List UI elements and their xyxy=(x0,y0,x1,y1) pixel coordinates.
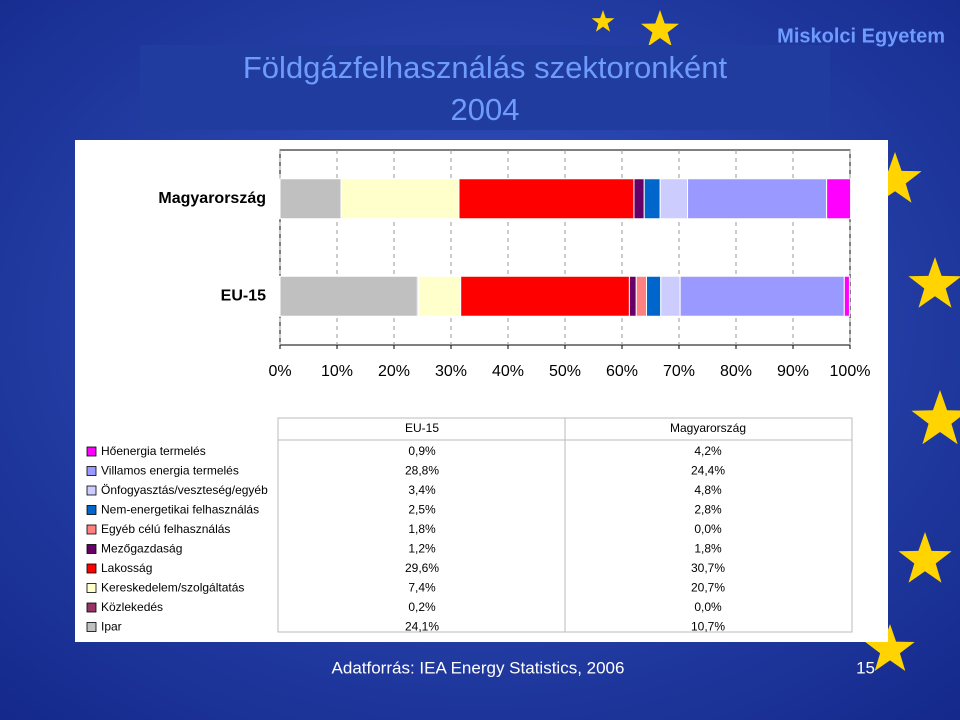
chart-title: Földgázfelhasználás szektoronként xyxy=(243,50,728,85)
legend-swatch xyxy=(86,446,97,457)
bar-segment xyxy=(633,178,645,220)
x-tick-label: 80% xyxy=(720,363,752,380)
table-cell: 10,7% xyxy=(691,620,725,634)
plot: 0% 10% 20% 30% 40% 50% 60% 70% 80% 90% 100% Magyaro… xyxy=(158,150,870,380)
legend-swatch xyxy=(86,544,97,554)
legend-swatch xyxy=(86,563,97,574)
table-cell: 24,1% xyxy=(405,620,439,634)
legend-swatch xyxy=(86,583,97,593)
table-cell: 28,8% xyxy=(405,464,439,478)
table-cell: 30,7% xyxy=(691,561,725,575)
legend-swatch xyxy=(86,622,97,632)
bar-segment xyxy=(340,178,460,220)
x-tick-label: 30% xyxy=(435,363,467,380)
bar-segment xyxy=(687,178,828,220)
institution: Miskolci Egyetem xyxy=(777,25,945,47)
table-cell: 1,8% xyxy=(408,522,436,536)
source: Adatforrás: IEA Energy Statistics, 2006 xyxy=(332,658,625,677)
table-cell: 0,2% xyxy=(408,600,436,614)
table-cell: 3,4% xyxy=(408,483,436,497)
table-cell: 4,8% xyxy=(694,483,722,497)
bar-segment xyxy=(418,275,462,317)
legend-label: Egyéb célú felhasználás xyxy=(101,522,230,536)
legend-swatch xyxy=(86,524,97,535)
y-tick-label: Magyarország xyxy=(158,190,266,207)
star xyxy=(898,532,952,583)
table-cell: 2,8% xyxy=(694,503,722,517)
x-tick-label: 90% xyxy=(777,363,809,380)
x-tick-label: 60% xyxy=(606,363,638,380)
legend-swatch xyxy=(86,466,97,476)
table-cell: 4,2% xyxy=(694,444,722,458)
bar-segment xyxy=(646,275,662,317)
table-cell: 7,4% xyxy=(408,581,436,595)
page-number: 15 xyxy=(856,658,875,677)
bar-segment xyxy=(660,275,681,317)
legend-label: Hőenergia termelés xyxy=(101,444,206,458)
star xyxy=(911,390,960,445)
star xyxy=(868,152,922,203)
legend-label: Önfogyasztás/veszteség/egyéb xyxy=(101,483,268,497)
table-cell: 29,6% xyxy=(405,561,439,575)
y-tick-label: EU-15 xyxy=(221,287,266,304)
star xyxy=(908,257,960,308)
bar-segment xyxy=(843,275,850,317)
legend-label: Nem-energetikai felhasználás xyxy=(101,503,259,517)
bar-segment xyxy=(635,275,648,317)
legend-label: Kereskedelem/szolgáltatás xyxy=(101,581,244,595)
chart-subtitle: 2004 xyxy=(451,92,520,127)
x-tick-label: 10% xyxy=(321,363,353,380)
bar-segment xyxy=(659,178,689,220)
legend-swatch xyxy=(86,602,97,613)
bar-segment xyxy=(460,275,630,317)
bar-segment xyxy=(628,275,637,317)
x-tick-label: 70% xyxy=(663,363,695,380)
table-cell: 20,7% xyxy=(691,581,725,595)
table-cell: 0,0% xyxy=(694,522,722,536)
legend-label: Lakosság xyxy=(101,561,152,575)
bar-segment xyxy=(279,275,418,317)
star xyxy=(865,624,915,671)
legend-swatch xyxy=(86,505,97,515)
x-tick-label: 50% xyxy=(549,363,581,380)
table-cell: 1,8% xyxy=(694,542,722,556)
table-cell: 24,4% xyxy=(691,464,725,478)
x-tick-label: 100% xyxy=(830,363,871,380)
bar-segment xyxy=(279,178,342,220)
legend-label: Közlekedés xyxy=(101,600,163,614)
bar-segment xyxy=(643,178,661,220)
title-band xyxy=(140,45,830,130)
bar-segment xyxy=(458,178,635,220)
x-tick-label: 0% xyxy=(268,363,291,380)
table-cell: 2,5% xyxy=(408,503,436,517)
legend-label: Mezőgazdaság xyxy=(101,542,182,556)
star xyxy=(591,10,615,32)
star xyxy=(641,10,679,47)
stars xyxy=(591,10,960,671)
bar-segment xyxy=(826,178,852,220)
table-header: EU-15 xyxy=(405,421,439,435)
table-cell: 1,2% xyxy=(408,542,436,556)
table-header: Magyarország xyxy=(670,421,746,435)
legend-swatch xyxy=(86,485,97,496)
table-cell: 0,0% xyxy=(694,600,722,614)
data-table: EU-15 Magyarország Hőenergia termelés 0,9% 4… xyxy=(86,421,746,634)
legend-label: Ipar xyxy=(101,620,122,634)
x-tick-label: 40% xyxy=(492,363,524,380)
legend-label: Villamos energia termelés xyxy=(101,464,239,478)
x-tick-label: 20% xyxy=(378,363,410,380)
bar-segment xyxy=(679,275,845,317)
table-cell: 0,9% xyxy=(408,444,436,458)
